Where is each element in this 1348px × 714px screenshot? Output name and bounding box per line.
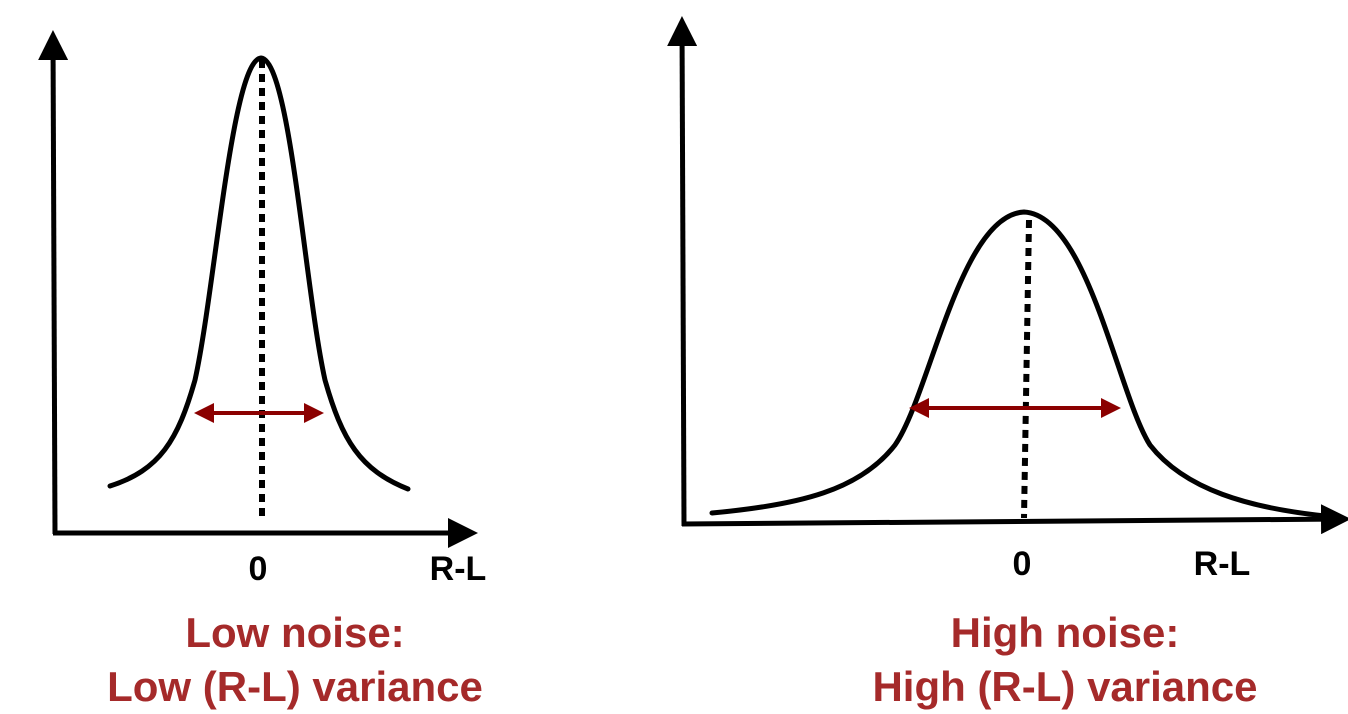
- low-noise-panel: 0 R-L: [38, 30, 487, 588]
- left-axis-label: R-L: [430, 550, 487, 588]
- right-y-axis: [667, 16, 698, 527]
- left-distribution-curve: [107, 55, 411, 492]
- high-noise-subtitle: High (R-L) variance: [872, 663, 1258, 710]
- low-noise-title: Low noise:: [185, 609, 405, 656]
- right-zero-label: 0: [1013, 545, 1032, 583]
- high-noise-caption: High noise: High (R-L) variance: [800, 606, 1330, 714]
- left-zero-label: 0: [249, 550, 268, 588]
- right-x-axis: [681, 504, 1348, 535]
- high-noise-panel: 0 R-L: [667, 16, 1348, 583]
- right-axis-label: R-L: [1194, 545, 1251, 583]
- low-noise-subtitle: Low (R-L) variance: [107, 663, 483, 710]
- right-distribution-curve: [709, 209, 1328, 519]
- high-noise-title: High noise:: [950, 609, 1180, 656]
- low-noise-caption: Low noise: Low (R-L) variance: [40, 606, 550, 714]
- right-mean-line: [1021, 219, 1032, 519]
- left-y-axis: [38, 30, 69, 535]
